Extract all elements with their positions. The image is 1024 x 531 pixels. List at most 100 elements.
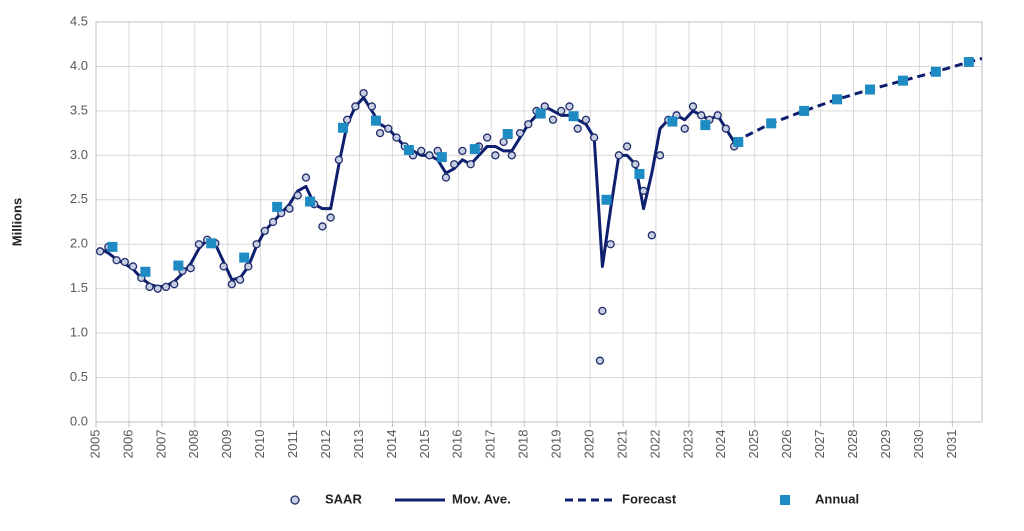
saar-point [351,102,360,111]
annual-point [930,66,941,77]
annual-point [700,120,711,131]
legend-marker [780,495,790,505]
legend-label: Annual [815,491,859,506]
saar-point [639,186,648,196]
saar-point [482,133,492,142]
saar-point [334,155,344,164]
saar-point [524,120,533,129]
annual-point [634,169,645,179]
y-tick-label: 2.0 [70,236,88,251]
legend-label: Mov. Ave. [452,491,511,506]
saar-point [499,137,508,147]
annual-point [107,241,118,252]
y-tick-label: 3.0 [70,147,88,162]
annual-point [799,105,810,116]
y-tick-label: 1.5 [70,280,88,295]
saar-point [227,280,237,289]
x-tick-label: 2020 [581,430,596,459]
y-tick-label: 0.0 [70,413,88,428]
y-tick-label: 3.5 [70,102,88,117]
y-tick-label: 0.5 [70,369,88,384]
saar-point [466,160,475,169]
saar-point [244,262,253,271]
legend-label: Forecast [622,491,677,506]
saar-point [170,280,179,289]
saar-point [680,124,689,133]
saar-point [120,257,129,267]
saar-point [145,282,154,292]
annual-point [436,152,447,163]
saar-point [458,146,467,156]
x-tick-label: 2014 [384,430,399,459]
annual-point [832,94,843,105]
annual-point [667,116,678,127]
annual-point [338,122,349,133]
saar-point [301,173,311,182]
x-tick-label: 2006 [120,430,135,459]
x-tick-label: 2023 [680,430,695,459]
annual-point [370,115,381,126]
saar-point [595,356,605,365]
annual-point [239,252,250,263]
annual-point [733,137,744,147]
plot-border [95,21,983,423]
annual-point [897,75,908,86]
saar-point [219,262,228,271]
saar-point [342,115,352,124]
saar-point [515,128,525,138]
x-tick-label: 2011 [285,430,300,458]
saar-point [590,133,599,142]
saar-point [598,306,607,316]
saar-point [95,247,105,256]
x-tick-label: 2029 [878,430,893,459]
x-tick-label: 2026 [779,430,794,459]
annual-point [272,201,283,212]
saar-point [622,142,632,151]
annual-point [568,111,579,122]
y-tick-label: 4.5 [70,13,88,28]
x-tick-label: 2007 [153,430,168,459]
x-tick-label: 2017 [483,430,498,459]
x-tick-label: 2015 [417,430,432,459]
annual-point [403,145,414,155]
x-tick-label: 2024 [713,430,728,459]
saar-point [631,160,640,169]
saar-point [384,124,393,133]
x-tick-label: 2018 [516,430,531,459]
x-tick-label: 2021 [614,430,629,459]
x-tick-label: 2022 [647,430,662,459]
saar-point [375,128,385,138]
saar-point [186,264,195,273]
saar-point [392,133,401,142]
annual-point [173,260,184,271]
x-tick-label: 2009 [219,430,234,459]
saar-point [293,191,302,200]
forecast-line [733,56,983,144]
saar-point [688,102,698,111]
annual-point [766,118,777,129]
annual-point [601,194,612,205]
saar-point [318,222,327,231]
saar-point [285,204,294,213]
x-tick-label: 2016 [450,430,465,459]
saar-point [359,88,368,98]
annual-point [502,129,513,139]
y-tick-label: 4.0 [70,58,88,73]
x-tick-label: 2030 [911,430,926,459]
saar-point [112,256,121,265]
saar-point [367,102,376,111]
annual-point [469,144,480,155]
saar-point [194,240,204,249]
saar-point [713,111,722,120]
annual-point [140,266,151,277]
saar-point [441,173,451,182]
y-tick-label: 2.5 [70,191,88,206]
x-tick-label: 2027 [812,430,827,459]
x-tick-label: 2005 [87,430,102,459]
annual-point [535,108,546,119]
y-axis-label: Millions [9,198,24,246]
x-tick-label: 2012 [318,430,333,459]
saar-point [655,151,665,160]
x-tick-label: 2013 [351,430,366,459]
